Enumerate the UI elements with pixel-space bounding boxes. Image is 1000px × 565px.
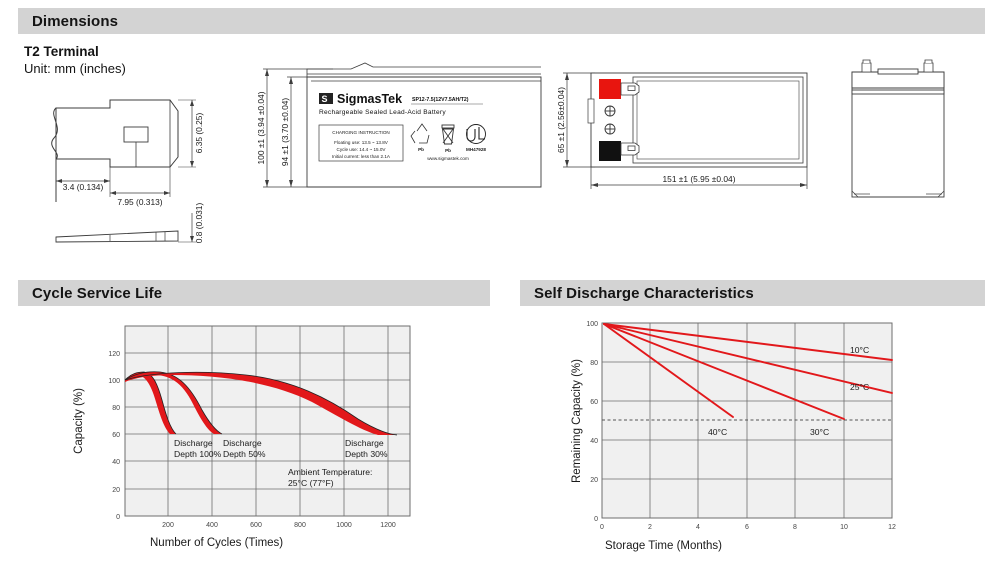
ul-icon (466, 124, 486, 144)
charging-line-1: Floating use: 13.5 ~ 13.8V (334, 140, 389, 145)
battery-top-view: 65 ±1 (2.56±0.04) 151 ±1 (5.95 ±0.04) (555, 55, 825, 215)
xtick-cycle-1200: 1200 (380, 522, 396, 529)
ytick-cycle-80: 80 (112, 405, 120, 412)
terminal-unit-note: Unit: mm (inches) (24, 61, 126, 76)
annotation-ambient-line2: 25°C (77°F) (288, 478, 334, 488)
series-line-40c (603, 323, 734, 418)
dim-battery-case-height: 94 ±1 (3.70 ±0.04) (280, 98, 290, 167)
annotation-ambient-line1: Ambient Temperature: (288, 467, 372, 477)
xtick-cycle-600: 600 (250, 522, 262, 529)
ul-code-label: MH47928 (466, 147, 486, 152)
ytick-sd-20: 20 (590, 477, 598, 484)
annotation-dod-100-line2: Depth 100% (174, 449, 222, 459)
ytick-sd-0: 0 (594, 516, 598, 523)
bin-mark-label: Pb (445, 148, 451, 153)
section-header-self-discharge: Self Discharge Characteristics (520, 280, 985, 306)
chart-self-discharge: 100 80 60 40 20 0 0 2 4 6 8 10 12 10°C 2… (560, 313, 980, 553)
ytick-sd-100: 100 (586, 321, 598, 328)
charging-heading: CHARGING INSTRUCTION (332, 130, 389, 135)
ytick-cycle-20: 20 (112, 487, 120, 494)
recycle-icon (410, 123, 430, 144)
dim-terminal-width-right: 7.95 (0.313) (117, 197, 162, 207)
xtick-cycle-200: 200 (162, 522, 174, 529)
xtick-sd-2: 2 (648, 524, 652, 531)
battery-type-line: Rechargeable Sealed Lead-Acid Battery (319, 109, 446, 116)
series-line-30c (603, 323, 845, 420)
battery-brand: SigmasTek (337, 92, 402, 106)
xtick-cycle-1000: 1000 (336, 522, 352, 529)
ytick-cycle-60: 60 (112, 432, 120, 439)
battery-end-view (840, 58, 970, 218)
xtick-sd-12: 12 (888, 524, 896, 531)
svg-text:S: S (322, 94, 328, 104)
dim-battery-width: 65 ±1 (2.56±0.04) (556, 87, 566, 153)
series-line-25c (603, 323, 893, 394)
positive-terminal (599, 79, 621, 99)
section-title-dimensions: Dimensions (32, 12, 119, 30)
section-title-cycle-service-life: Cycle Service Life (32, 284, 163, 302)
annotation-dod-50-line1: Discharge (223, 438, 262, 448)
ytick-cycle-0: 0 (116, 514, 120, 521)
battery-side-view: 100 ±1 (3.94 ±0.04) 94 ±1 (3.70 ±0.04) S… (255, 55, 545, 215)
terminal-title: T2 Terminal (24, 44, 99, 59)
annotation-dod-50-line2: Depth 50% (223, 449, 266, 459)
series-label-10c: 10°C (850, 345, 869, 355)
battery-model: SP12-7.5(12V7.5AH/T2) (412, 97, 469, 103)
ytick-cycle-120: 120 (108, 351, 120, 358)
xtick-sd-4: 4 (696, 524, 700, 531)
xtick-sd-0: 0 (600, 524, 604, 531)
series-label-25c: 25°C (850, 382, 869, 392)
section-title-self-discharge: Self Discharge Characteristics (534, 284, 754, 302)
ylabel-cycle: Capacity (%) (73, 388, 85, 454)
series-label-30c: 30°C (810, 427, 829, 437)
plot-area-cycle (124, 325, 411, 517)
section-header-cycle-service-life: Cycle Service Life (18, 280, 490, 306)
dim-terminal-height: 6.35 (0.25) (194, 113, 204, 154)
charging-line-2: Cycle use: 14.4 ~ 15.0V (337, 147, 387, 152)
xtick-cycle-400: 400 (206, 522, 218, 529)
charging-line-3: Initial current: less than 2.1A (332, 154, 391, 159)
minus-polarity-icon (604, 123, 616, 135)
annotation-dod-100-line1: Discharge (174, 438, 213, 448)
xlabel-self-discharge: Storage Time (Months) (605, 540, 722, 552)
dim-battery-overall-height: 100 ±1 (3.94 ±0.04) (256, 91, 266, 164)
section-header-dimensions: Dimensions (18, 8, 985, 34)
series-line-10c (603, 323, 893, 361)
t2-terminal-drawing: 6.35 (0.25) 3.4 (0.134) 7.95 (0.313) 0.8… (20, 95, 225, 260)
band-dod-30 (125, 372, 397, 435)
annotation-dod-30-line1: Discharge (345, 438, 384, 448)
chart-cycle-service-life: 120 100 80 60 40 20 0 200 400 600 800 10… (60, 318, 480, 553)
xtick-sd-10: 10 (840, 524, 848, 531)
crossed-bin-icon (441, 124, 455, 145)
xlabel-cycle: Number of Cycles (Times) (150, 537, 283, 549)
ytick-sd-80: 80 (590, 360, 598, 367)
dim-terminal-width-left: 3.4 (0.134) (63, 182, 104, 192)
xtick-cycle-800: 800 (294, 522, 306, 529)
ytick-sd-60: 60 (590, 399, 598, 406)
series-label-40c: 40°C (708, 427, 727, 437)
negative-terminal (599, 141, 621, 161)
ytick-sd-40: 40 (590, 438, 598, 445)
xtick-sd-6: 6 (745, 524, 749, 531)
ytick-cycle-100: 100 (108, 378, 120, 385)
xtick-sd-8: 8 (793, 524, 797, 531)
dim-terminal-thickness: 0.8 (0.031) (194, 203, 204, 244)
ylabel-self-discharge: Remaining Capacity (%) (571, 359, 583, 483)
recycle-mark-label: Pb (418, 147, 424, 152)
annotation-dod-30-line2: Depth 30% (345, 449, 388, 459)
band-dod-100 (125, 372, 176, 434)
plus-polarity-icon (604, 105, 616, 117)
battery-website: www.sigmastek.com (427, 156, 469, 161)
band-dod-50 (125, 371, 222, 434)
ytick-cycle-40: 40 (112, 459, 120, 466)
dim-battery-length: 151 ±1 (5.95 ±0.04) (663, 174, 736, 184)
